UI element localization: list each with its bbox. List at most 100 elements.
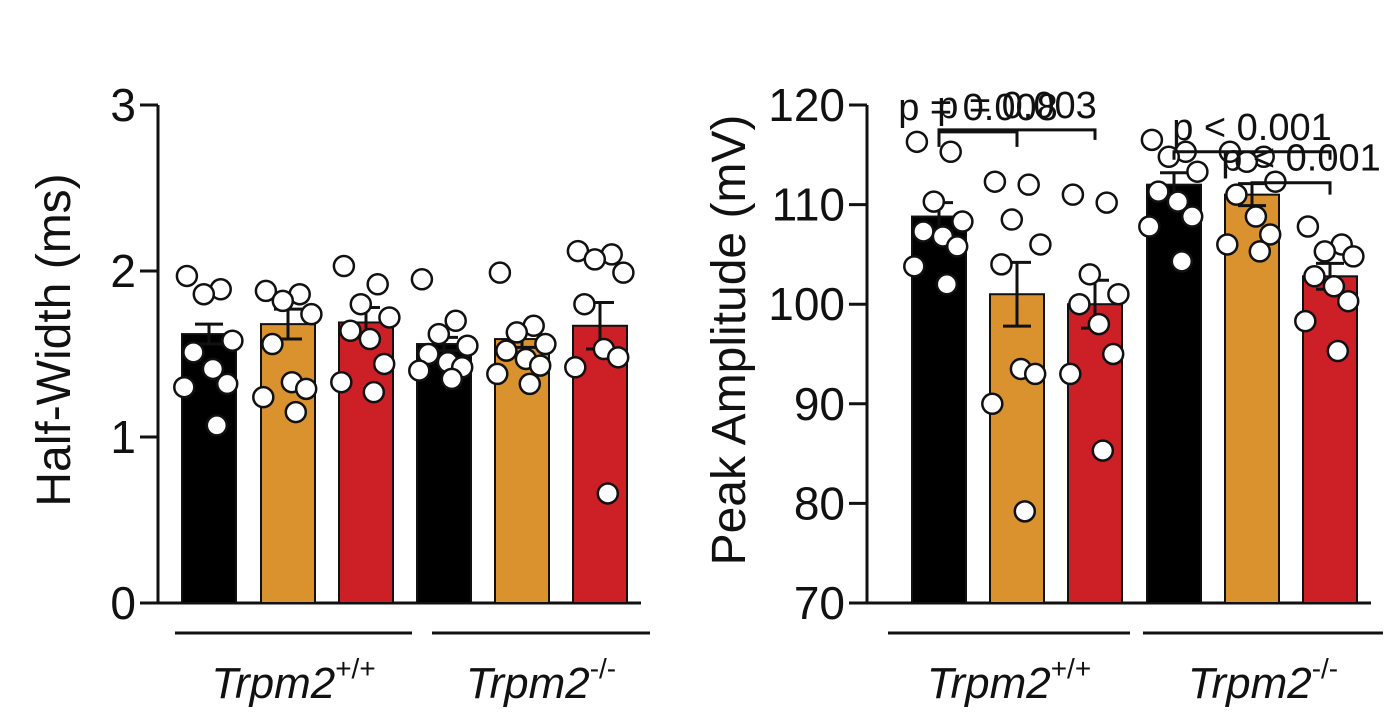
right-data-point <box>1322 275 1346 298</box>
right-y-tick-label: 80 <box>794 477 845 529</box>
left-data-point <box>182 341 205 364</box>
left-group-label: Trpm2-/- <box>466 653 616 708</box>
left-data-point <box>261 332 284 356</box>
right-group-label-base: Trpm2 <box>1188 659 1312 708</box>
right-group-label-sup: -/- <box>1312 653 1338 684</box>
left-data-point <box>330 370 353 394</box>
right-data-point <box>1078 263 1102 286</box>
left-data-point <box>252 385 275 409</box>
left-data-point <box>362 380 386 404</box>
left-data-point <box>192 282 216 306</box>
right-significance-bracket <box>937 130 1019 147</box>
right-data-point <box>1023 362 1047 386</box>
right-data-point <box>1061 183 1085 206</box>
left-data-point <box>606 346 630 369</box>
right-bar <box>1146 183 1202 604</box>
right-p-value-label: p < 0.001 <box>1172 107 1332 149</box>
left-data-point <box>300 302 323 326</box>
right-group-label-base: Trpm2 <box>927 659 1051 708</box>
right-bar <box>1302 275 1358 604</box>
left-data-point <box>215 372 239 396</box>
right-data-point <box>1342 245 1365 268</box>
left-y-tick-label: 3 <box>110 79 136 131</box>
right-data-point <box>1107 282 1130 306</box>
right-data-point <box>1029 233 1052 256</box>
left-data-point <box>408 359 431 382</box>
right-data-point <box>990 253 1013 276</box>
left-data-point <box>205 414 229 437</box>
left-data-point <box>612 261 635 284</box>
right-y-tick-label: 110 <box>772 179 845 231</box>
left-data-point <box>440 367 464 391</box>
right-data-point <box>1140 128 1164 152</box>
right-bar <box>989 293 1045 604</box>
left-y-tick-label: 0 <box>110 577 136 629</box>
left-data-point <box>366 273 389 296</box>
right-y-tick-label: 100 <box>768 278 845 330</box>
left-data-point <box>294 377 318 401</box>
left-data-point <box>596 482 620 505</box>
right-data-point <box>1216 233 1239 256</box>
left-data-point <box>427 322 451 346</box>
right-data-point <box>1166 190 1190 213</box>
right-data-point <box>983 170 1007 193</box>
right-data-point <box>903 255 926 278</box>
left-y-axis-title: Half-Width (ms) <box>28 173 81 506</box>
right-data-point <box>1068 292 1091 316</box>
left-data-point <box>372 352 396 376</box>
right-p-value-label: p < 0.001 <box>1221 138 1381 180</box>
left-data-point <box>271 289 295 313</box>
left-data-point <box>358 327 382 351</box>
right-y-tick-label: 70 <box>794 577 845 629</box>
left-data-point <box>495 339 518 362</box>
left-data-point <box>349 292 373 316</box>
right-data-point <box>905 130 929 154</box>
left-data-point <box>339 319 362 343</box>
right-data-point <box>1138 215 1161 238</box>
left-data-point <box>518 372 542 396</box>
right-data-point <box>1157 145 1181 169</box>
right-data-point <box>1296 215 1320 238</box>
left-data-point <box>573 292 596 316</box>
right-p-value-label: p = 0.008 <box>898 87 1058 129</box>
left-data-point <box>444 309 467 333</box>
right-data-point <box>939 140 962 164</box>
left-data-point <box>534 332 557 356</box>
right-data-point <box>1248 240 1272 263</box>
right-significance-bracket <box>1172 150 1332 160</box>
left-data-point <box>332 254 356 278</box>
right-data-point <box>945 235 969 258</box>
right-data-point <box>1017 173 1040 196</box>
left-data-point <box>564 356 587 379</box>
right-group-label-sup: +/+ <box>1051 653 1091 684</box>
right-p-value-label: p = 0.003 <box>937 85 1097 127</box>
left-group-label-base: Trpm2 <box>466 659 590 708</box>
right-data-point <box>922 190 946 213</box>
right-data-point <box>951 210 974 233</box>
right-data-point <box>1101 342 1125 366</box>
left-data-point <box>378 306 401 329</box>
right-data-point <box>1000 208 1024 231</box>
right-data-point <box>1258 223 1282 246</box>
right-data-point <box>1170 250 1194 273</box>
left-data-point <box>486 362 509 386</box>
left-group-label-sup: -/- <box>590 653 616 684</box>
right-y-axis-title: Peak Amplitude (mV) <box>703 115 756 566</box>
left-data-point <box>410 268 434 291</box>
left-data-point <box>456 334 479 357</box>
right-panel: Peak Amplitude (mV)708090100110120Trpm2+… <box>703 79 1383 708</box>
right-bar <box>1224 193 1280 604</box>
right-group-label: Trpm2-/- <box>1188 653 1338 708</box>
right-data-point <box>1091 439 1115 462</box>
right-data-point <box>1147 180 1170 203</box>
right-y-tick-label: 120 <box>768 79 845 131</box>
left-data-point <box>201 357 225 381</box>
right-data-point <box>981 392 1004 416</box>
left-data-point <box>583 248 607 271</box>
right-data-point <box>1244 205 1268 228</box>
right-data-point <box>935 273 959 296</box>
right-data-point <box>1294 309 1317 333</box>
right-data-point <box>1303 265 1326 288</box>
